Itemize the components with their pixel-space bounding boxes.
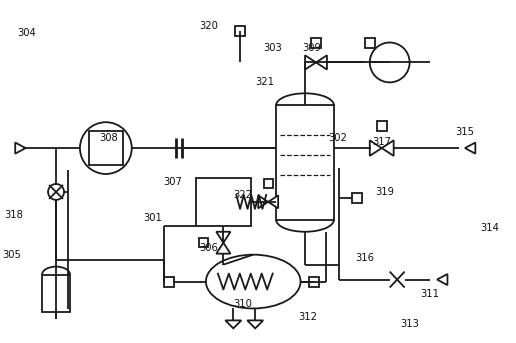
Polygon shape	[258, 196, 268, 208]
Text: 312: 312	[299, 312, 317, 322]
Bar	[264, 179, 272, 188]
Text: 305: 305	[2, 250, 21, 260]
Text: 301: 301	[143, 213, 162, 223]
Text: 321: 321	[256, 78, 275, 87]
Text: 310: 310	[233, 299, 252, 309]
Polygon shape	[216, 232, 231, 243]
Bar	[164, 276, 173, 286]
Text: 313: 313	[400, 319, 419, 329]
Text: 317: 317	[372, 137, 391, 147]
Polygon shape	[465, 143, 475, 154]
Polygon shape	[382, 140, 394, 156]
Bar	[311, 37, 321, 47]
Polygon shape	[316, 55, 327, 70]
Bar	[377, 121, 386, 131]
Polygon shape	[370, 140, 382, 156]
Text: 303: 303	[263, 43, 282, 52]
Bar	[365, 37, 375, 47]
Text: 308: 308	[100, 133, 118, 143]
Polygon shape	[216, 243, 231, 254]
Bar	[276, 105, 334, 220]
Polygon shape	[268, 196, 278, 208]
Text: 309: 309	[302, 43, 321, 52]
Bar	[235, 26, 245, 36]
Polygon shape	[225, 320, 241, 328]
Text: 302: 302	[329, 133, 347, 143]
Text: 322: 322	[233, 190, 252, 200]
Bar	[199, 238, 208, 247]
Bar	[197, 178, 251, 226]
Text: 318: 318	[4, 210, 23, 220]
Bar	[42, 275, 70, 312]
Bar	[89, 131, 123, 165]
Text: 306: 306	[199, 243, 218, 253]
Text: 307: 307	[163, 177, 182, 187]
Text: 320: 320	[199, 21, 218, 31]
Text: 315: 315	[455, 127, 474, 137]
Text: 314: 314	[480, 223, 499, 233]
Text: 319: 319	[375, 187, 394, 197]
Text: 311: 311	[420, 289, 439, 299]
Polygon shape	[305, 55, 316, 70]
Polygon shape	[437, 274, 447, 285]
Polygon shape	[247, 320, 263, 328]
Bar	[309, 276, 319, 286]
Text: 304: 304	[17, 27, 36, 38]
Bar	[352, 193, 362, 203]
Text: 316: 316	[356, 253, 374, 263]
Polygon shape	[15, 143, 26, 154]
